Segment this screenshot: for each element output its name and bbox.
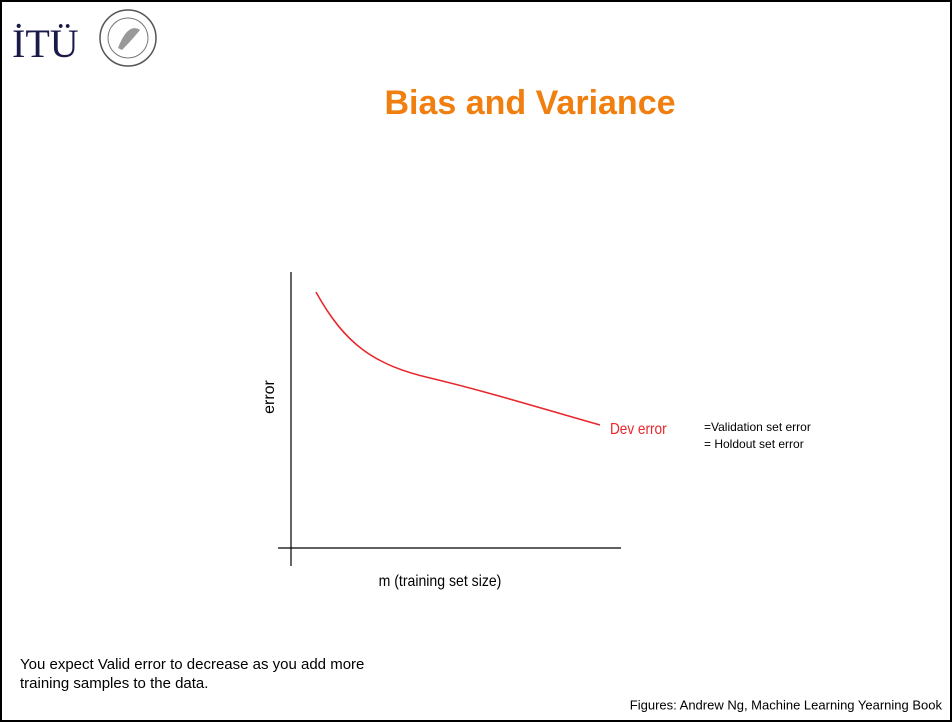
- body-text: training samples to the data.: [20, 675, 208, 692]
- note: =Validation set error: [704, 420, 811, 434]
- body-text: You expect Valid error to decrease as yo…: [20, 656, 364, 673]
- slide-title: Bias and Variance: [384, 84, 675, 122]
- dev-error-curve: [315, 291, 601, 426]
- note: = Holdout set error: [704, 437, 804, 451]
- logo-text: İTÜ: [12, 21, 79, 66]
- figure: error m (training set size) Dev error: [255, 255, 715, 620]
- curve-label: Dev error: [610, 421, 667, 438]
- x-axis-label: m (training set size): [379, 572, 502, 590]
- logo-seal: [99, 9, 157, 67]
- y-axis-label: error: [261, 379, 278, 413]
- footer: Figures: Andrew Ng, Machine Learning Yea…: [630, 697, 943, 712]
